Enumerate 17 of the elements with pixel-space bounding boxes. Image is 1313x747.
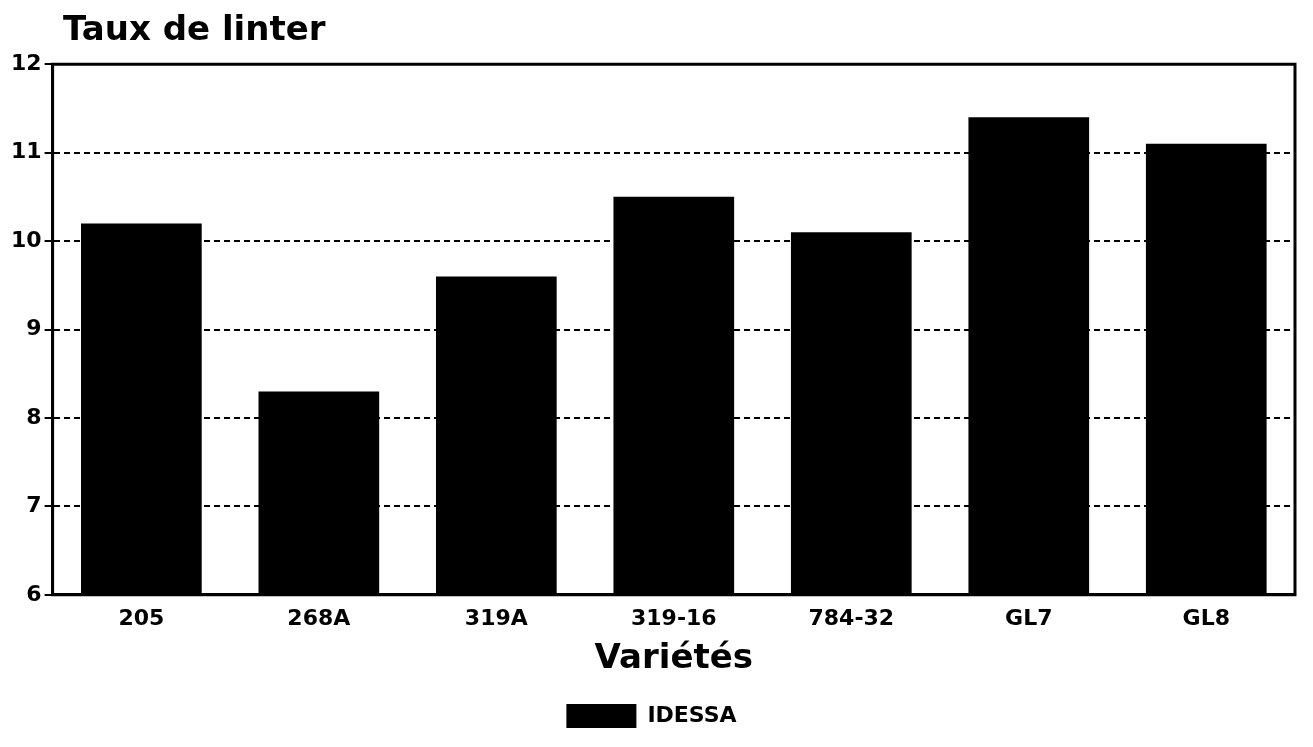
x-axis-title: Variétés xyxy=(594,636,754,677)
y-tick-label: 11 xyxy=(10,138,42,164)
y-tick-label: 9 xyxy=(26,315,42,341)
y-tick-label: 12 xyxy=(10,49,42,75)
y-tick-label: 6 xyxy=(26,580,42,606)
x-tick-label: 319A xyxy=(464,604,528,630)
x-tick-label: GL8 xyxy=(1182,604,1230,630)
x-tick-label: 205 xyxy=(118,604,165,630)
x-tick-label: 784-32 xyxy=(808,604,895,630)
x-tick-label: 319-16 xyxy=(630,604,717,630)
y-tick-label: 10 xyxy=(10,226,42,252)
y-tick-label: 7 xyxy=(26,492,42,518)
x-tick-label: GL7 xyxy=(1005,604,1053,630)
y-tick-label: 8 xyxy=(26,403,42,429)
y-axis-title: Taux de linter xyxy=(63,8,327,48)
x-tick-label: 268A xyxy=(287,604,351,630)
legend-label: IDESSA xyxy=(647,701,737,727)
